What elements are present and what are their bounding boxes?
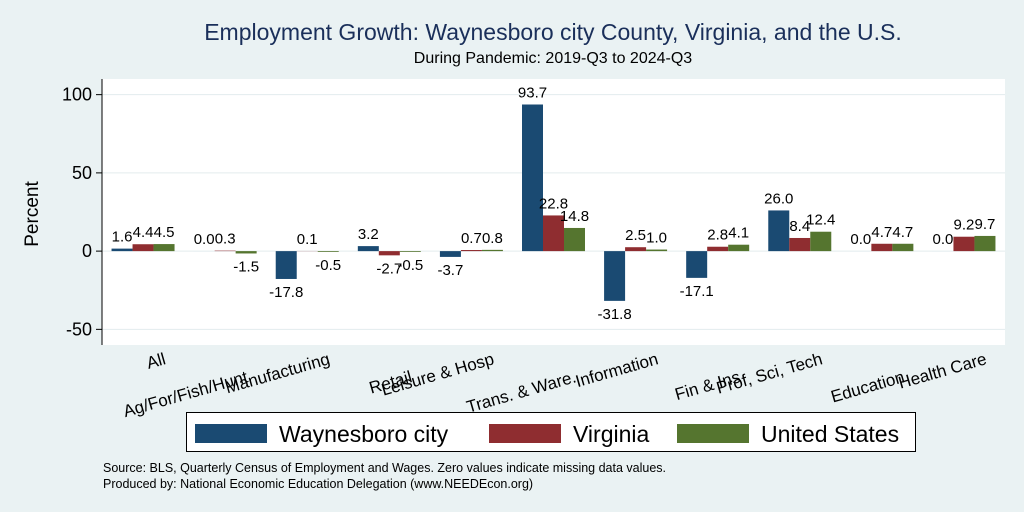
bar bbox=[953, 236, 975, 252]
bar bbox=[543, 215, 564, 252]
bar bbox=[481, 249, 503, 252]
bar bbox=[357, 246, 379, 252]
data-label: 93.7 bbox=[518, 85, 547, 102]
x-tick-label: Trans. & Ware. bbox=[464, 367, 578, 416]
data-label: 0.7 bbox=[461, 230, 482, 247]
data-label: -2.7 bbox=[376, 260, 402, 277]
data-label: 0.1 bbox=[297, 231, 318, 248]
bar bbox=[768, 210, 790, 252]
chart-subtitle: During Pandemic: 2019-Q3 to 2024-Q3 bbox=[413, 50, 693, 67]
data-label: 3.2 bbox=[358, 226, 379, 243]
x-tick-label: Health Care bbox=[896, 349, 988, 392]
bar bbox=[317, 251, 339, 252]
y-axis-title: Percent bbox=[22, 181, 43, 247]
data-label: 26.0 bbox=[764, 190, 793, 207]
data-label: 0.0 bbox=[850, 231, 871, 248]
legend-swatch-virginia bbox=[489, 424, 561, 443]
data-label: 4.4 bbox=[133, 224, 154, 241]
bar bbox=[460, 250, 482, 252]
bar bbox=[399, 251, 421, 252]
data-label: 9.2 bbox=[954, 217, 975, 234]
data-label: 4.7 bbox=[871, 224, 892, 241]
data-label: 8.4 bbox=[789, 218, 810, 235]
data-label: -1.5 bbox=[233, 258, 259, 275]
source-note: Source: BLS, Quarterly Census of Employm… bbox=[103, 461, 667, 475]
y-tick-label: 100 bbox=[62, 85, 92, 105]
x-tick-label: Education bbox=[829, 367, 907, 406]
data-label: -0.5 bbox=[315, 257, 341, 274]
data-label: 4.7 bbox=[892, 224, 913, 241]
legend-label-united-states: United States bbox=[761, 421, 900, 447]
bar bbox=[646, 249, 668, 252]
data-label: 1.0 bbox=[646, 230, 667, 247]
data-label: 0.8 bbox=[482, 230, 503, 247]
bar bbox=[974, 235, 996, 252]
bar bbox=[810, 231, 832, 252]
produced-by-note: Produced by: National Economic Education… bbox=[103, 477, 534, 491]
bar bbox=[728, 244, 750, 252]
y-tick-label: -50 bbox=[66, 319, 92, 339]
legend: Waynesboro city Virginia United States bbox=[186, 412, 916, 452]
y-tick-label: 50 bbox=[72, 163, 92, 183]
x-tick-label: All bbox=[144, 349, 167, 372]
data-label: 22.8 bbox=[539, 195, 568, 212]
bar bbox=[111, 248, 133, 252]
chart-title: Employment Growth: Waynesboro city Count… bbox=[204, 19, 902, 45]
data-label: 2.5 bbox=[625, 227, 646, 244]
data-label: 0.3 bbox=[215, 231, 236, 248]
data-label: -0.5 bbox=[397, 257, 423, 274]
plot-area bbox=[102, 79, 1005, 345]
data-label: 4.1 bbox=[728, 225, 749, 242]
legend-label-virginia: Virginia bbox=[573, 421, 650, 447]
bar bbox=[564, 227, 585, 252]
data-label: 0.0 bbox=[933, 231, 954, 248]
data-label: 2.8 bbox=[707, 227, 728, 244]
bar bbox=[707, 246, 729, 252]
bar bbox=[522, 104, 543, 252]
data-label: 14.8 bbox=[560, 208, 589, 225]
bar bbox=[892, 243, 914, 252]
source-notes: Source: BLS, Quarterly Census of Employm… bbox=[103, 460, 666, 492]
data-label: 9.7 bbox=[975, 216, 996, 233]
legend-label-waynesboro: Waynesboro city bbox=[279, 421, 449, 447]
data-label: -3.7 bbox=[437, 262, 463, 279]
bar bbox=[604, 251, 626, 301]
data-label: -17.1 bbox=[680, 283, 714, 300]
bar bbox=[378, 251, 400, 256]
bar bbox=[686, 251, 708, 278]
data-label: 0.0 bbox=[194, 231, 215, 248]
bar bbox=[625, 247, 647, 252]
data-label: -17.8 bbox=[269, 284, 303, 301]
bar bbox=[235, 251, 257, 254]
y-tick-label: 0 bbox=[82, 241, 92, 261]
bar bbox=[132, 244, 154, 252]
x-tick-label: Information bbox=[573, 349, 660, 391]
bar bbox=[439, 251, 461, 257]
data-label: -31.8 bbox=[597, 306, 631, 323]
legend-swatch-waynesboro bbox=[195, 424, 267, 443]
data-label: 1.6 bbox=[112, 229, 133, 246]
bar bbox=[871, 243, 893, 252]
data-label: 12.4 bbox=[806, 212, 835, 229]
bar bbox=[153, 244, 175, 252]
data-label: 4.5 bbox=[154, 224, 175, 241]
bar bbox=[789, 237, 811, 252]
legend-swatch-united-states bbox=[677, 424, 749, 443]
bar bbox=[275, 251, 297, 279]
